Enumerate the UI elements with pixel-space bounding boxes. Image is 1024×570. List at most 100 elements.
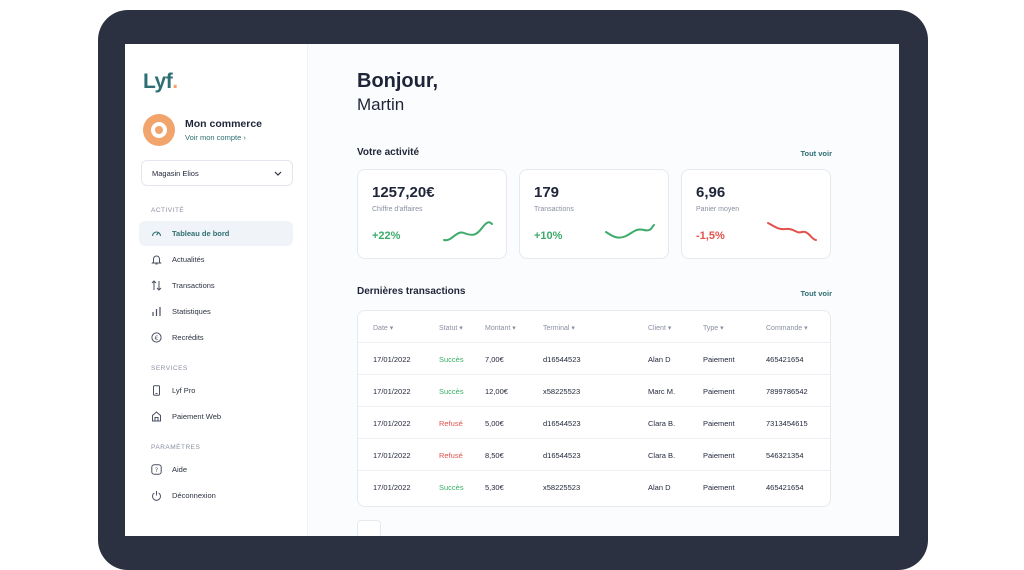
cell-status: Refusé	[439, 419, 463, 428]
sidebar-item-label: Déconnexion	[172, 491, 216, 500]
brand-logo[interactable]: Lyf.	[143, 70, 178, 94]
cell-amount: 7,00€	[485, 355, 504, 364]
store-select[interactable]: Magasin Elios	[141, 160, 293, 186]
cell-order: 546321354	[766, 451, 804, 460]
sidebar-item-label: Transactions	[172, 281, 215, 290]
gauge-icon	[151, 228, 162, 239]
cell-date: 17/01/2022	[373, 355, 411, 364]
column-header-terminal[interactable]: Terminal ▾	[543, 325, 575, 332]
svg-text:?: ?	[155, 466, 158, 474]
sidebar-item-label: Statistiques	[172, 307, 211, 316]
column-header-order[interactable]: Commande ▾	[766, 325, 808, 332]
cell-status: Succès	[439, 355, 464, 364]
column-header-type[interactable]: Type ▾	[703, 325, 724, 332]
bell-icon	[151, 254, 162, 265]
cell-client: Alan D	[648, 355, 671, 364]
euro-icon: €	[151, 332, 162, 343]
column-header-amount[interactable]: Montant ▾	[485, 325, 516, 332]
sidebar-item-label: Aide	[172, 465, 188, 474]
kpi-delta: -1,5%	[696, 230, 725, 242]
kpi-label: Transactions	[534, 206, 574, 213]
transactions-see-all-link[interactable]: Tout voir	[800, 289, 832, 298]
logo-text: Lyf	[143, 70, 173, 93]
kpi-label: Chiffre d'affaires	[372, 206, 423, 213]
cell-client: Alan D	[648, 483, 671, 492]
avatar	[143, 114, 175, 146]
sidebar-item-label: Recrédits	[172, 333, 204, 342]
phone-icon	[151, 385, 162, 396]
kpi-card-revenue[interactable]: 1257,20€ Chiffre d'affaires +22%	[357, 169, 507, 259]
cell-terminal: x58225523	[543, 387, 581, 396]
section-label-services: SERVICES	[151, 365, 188, 372]
activity-see-all-link[interactable]: Tout voir	[800, 149, 832, 158]
trend-sparkline-up	[443, 221, 493, 242]
trend-sparkline-down	[767, 222, 817, 241]
sidebar-item-logout[interactable]: Déconnexion	[139, 483, 293, 508]
kpi-delta: +22%	[372, 230, 401, 242]
kpi-card-average-basket[interactable]: 6,96 Panier moyen -1,5%	[681, 169, 831, 259]
greeting-title: Bonjour,	[357, 70, 439, 92]
svg-text:€: €	[155, 335, 159, 342]
cell-terminal: d16544523	[543, 355, 581, 364]
store-select-value: Magasin Elios	[152, 168, 199, 178]
cell-status: Succès	[439, 483, 464, 492]
sidebar-item-label: Tableau de bord	[172, 229, 230, 238]
kpi-value: 179	[534, 184, 560, 201]
cell-amount: 12,00€	[485, 387, 508, 396]
cell-type: Paiement	[703, 451, 735, 460]
section-label-activity: ACTIVITÉ	[151, 207, 185, 214]
logo-dot: .	[172, 70, 178, 93]
sidebar-item-statistics[interactable]: Statistiques	[139, 299, 293, 324]
section-label-settings: PARAMÈTRES	[151, 444, 201, 451]
transactions-title: Dernières transactions	[357, 286, 466, 297]
greeting-name: Martin	[357, 95, 405, 114]
kpi-delta: +10%	[534, 230, 563, 242]
transactions-table: Date ▾ Statut ▾ Montant ▾ Terminal ▾ Cli…	[357, 310, 831, 507]
sidebar-item-transactions[interactable]: Transactions	[139, 273, 293, 298]
cell-date: 17/01/2022	[373, 483, 411, 492]
cell-type: Paiement	[703, 483, 735, 492]
table-row[interactable]: 17/01/2022 Succès 5,30€ x58225523 Alan D…	[358, 471, 830, 503]
column-header-client[interactable]: Client ▾	[648, 325, 672, 332]
kpi-card-transactions[interactable]: 179 Transactions +10%	[519, 169, 669, 259]
sidebar-item-news[interactable]: Actualités	[139, 247, 293, 272]
sidebar-item-help[interactable]: ? Aide	[139, 457, 293, 482]
bar-chart-icon	[151, 306, 162, 317]
sidebar-item-lyf-pro[interactable]: Lyf Pro	[139, 378, 293, 403]
sidebar-item-dashboard[interactable]: Tableau de bord	[139, 221, 293, 246]
cell-amount: 5,00€	[485, 419, 504, 428]
activity-title: Votre activité	[357, 147, 420, 158]
table-row[interactable]: 17/01/2022 Refusé 5,00€ d16544523 Clara …	[358, 407, 830, 439]
cell-order: 465421654	[766, 355, 804, 364]
account-block[interactable]: Mon commerce Voir mon compte ›	[143, 114, 262, 146]
cell-client: Clara B.	[648, 419, 676, 428]
shop-icon	[151, 411, 162, 422]
pagination-button[interactable]	[357, 520, 381, 536]
sidebar-item-recredits[interactable]: € Recrédits	[139, 325, 293, 350]
cell-date: 17/01/2022	[373, 451, 411, 460]
arrows-icon	[151, 280, 162, 291]
table-row[interactable]: 17/01/2022 Succès 12,00€ x58225523 Marc …	[358, 375, 830, 407]
cell-order: 7313454615	[766, 419, 808, 428]
sidebar-item-label: Paiement Web	[172, 412, 222, 421]
sidebar-item-label: Actualités	[172, 255, 205, 264]
column-header-date[interactable]: Date ▾	[373, 325, 394, 332]
main-content: Bonjour, Martin Votre activité Tout voir…	[308, 44, 899, 536]
table-row[interactable]: 17/01/2022 Refusé 8,50€ d16544523 Clara …	[358, 439, 830, 471]
cell-status: Refusé	[439, 451, 463, 460]
power-icon	[151, 490, 162, 501]
cell-status: Succès	[439, 387, 464, 396]
view-account-link[interactable]: Voir mon compte ›	[185, 133, 246, 142]
table-row[interactable]: 17/01/2022 Succès 7,00€ d16544523 Alan D…	[358, 343, 830, 375]
kpi-value: 6,96	[696, 184, 726, 201]
column-header-status[interactable]: Statut ▾	[439, 325, 463, 332]
kpi-label: Panier moyen	[696, 206, 740, 213]
cell-amount: 5,30€	[485, 483, 504, 492]
chevron-down-icon	[274, 169, 282, 178]
sidebar-item-web-payment[interactable]: Paiement Web	[139, 404, 293, 429]
kpi-value: 1257,20€	[372, 184, 435, 201]
cell-date: 17/01/2022	[373, 419, 411, 428]
cell-date: 17/01/2022	[373, 387, 411, 396]
cell-amount: 8,50€	[485, 451, 504, 460]
sidebar-item-label: Lyf Pro	[172, 386, 196, 395]
